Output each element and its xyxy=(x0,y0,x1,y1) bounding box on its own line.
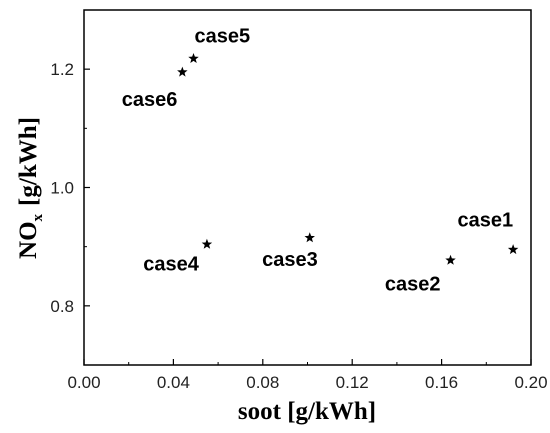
x-tick-label: 0.16 xyxy=(425,373,458,392)
data-points: case1 case2 case3 case4 case5 case6 xyxy=(122,26,519,295)
data-point-star xyxy=(177,66,188,77)
point-label-case6: case6 xyxy=(122,89,178,111)
point-label-case1: case1 xyxy=(457,210,513,232)
point-label-case5: case5 xyxy=(195,26,251,48)
point-label-case4: case4 xyxy=(143,253,199,275)
y-axis-title-unit: [g/kWh] xyxy=(15,117,42,206)
y-tick-label: 1.0 xyxy=(50,179,74,198)
y-axis-title: NOx [g/kWh] xyxy=(15,117,46,259)
y-axis-title-main: NO xyxy=(15,221,42,259)
data-point-star xyxy=(507,244,519,255)
x-tick-label: 0.08 xyxy=(246,373,279,392)
axis-ticks: 0.00 0.04 0.08 0.12 0.16 0.20 0.8 1.0 1.2 xyxy=(50,60,547,392)
data-point-star xyxy=(445,254,456,265)
data-point-star xyxy=(201,238,213,249)
x-tick-label: 0.00 xyxy=(67,373,100,392)
x-tick-label: 0.20 xyxy=(514,373,547,392)
x-tick-label: 0.04 xyxy=(157,373,190,392)
point-label-case3: case3 xyxy=(262,249,318,271)
data-point-star xyxy=(188,53,199,63)
data-point-star xyxy=(304,232,315,243)
plot-frame xyxy=(83,9,532,366)
y-tick-label: 1.2 xyxy=(50,60,74,79)
x-axis-title: soot [g/kWh] xyxy=(238,398,376,425)
x-tick-label: 0.12 xyxy=(336,373,369,392)
y-axis-title-subscript: x xyxy=(30,213,46,221)
y-tick-label: 0.8 xyxy=(50,297,74,316)
point-label-case2: case2 xyxy=(385,273,441,295)
